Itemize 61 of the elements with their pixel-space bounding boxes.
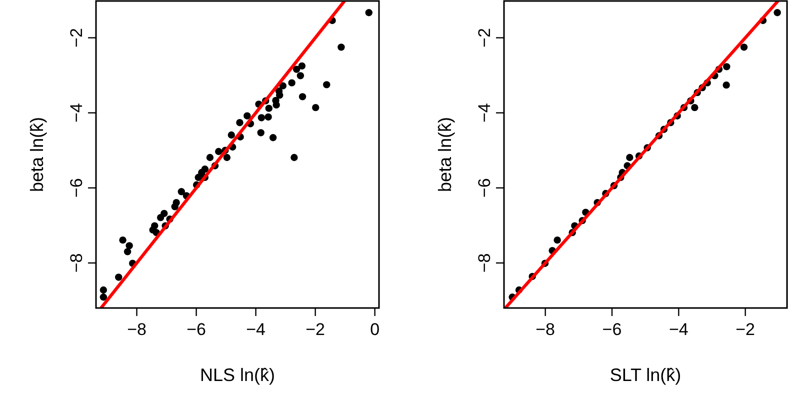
point bbox=[296, 72, 304, 80]
point bbox=[257, 129, 264, 136]
point bbox=[365, 9, 372, 16]
point bbox=[215, 148, 222, 156]
point bbox=[288, 79, 296, 86]
point bbox=[272, 101, 280, 109]
point bbox=[171, 203, 178, 210]
x-tick-label: −8 bbox=[536, 320, 556, 339]
point bbox=[312, 104, 320, 112]
y-axis-title: beta ln(k̂) bbox=[435, 116, 455, 192]
point bbox=[258, 114, 266, 122]
point bbox=[298, 62, 306, 70]
point bbox=[223, 154, 231, 162]
point bbox=[119, 236, 126, 244]
x-tick-label: −4 bbox=[246, 320, 266, 339]
point bbox=[206, 154, 214, 162]
point bbox=[244, 112, 251, 120]
point bbox=[156, 214, 164, 222]
point bbox=[290, 154, 298, 162]
point bbox=[276, 92, 284, 99]
point bbox=[264, 113, 272, 121]
y-tick-label: −8 bbox=[475, 253, 494, 273]
point bbox=[323, 81, 330, 88]
point bbox=[298, 93, 306, 100]
point bbox=[338, 44, 345, 51]
point bbox=[126, 242, 133, 250]
point bbox=[100, 294, 108, 301]
y-axis-title: beta ln(k̂) bbox=[27, 116, 47, 192]
point bbox=[228, 131, 235, 139]
y-tick-label: −4 bbox=[67, 103, 86, 123]
point bbox=[722, 81, 730, 89]
x-tick-label: −8 bbox=[127, 320, 146, 339]
x-tick-label: 0 bbox=[370, 320, 380, 339]
point bbox=[554, 236, 561, 244]
point bbox=[691, 104, 698, 112]
x-tick-label: −4 bbox=[668, 320, 688, 339]
x-axis-title: NLS ln(k̂) bbox=[200, 365, 276, 385]
x-tick-label: −6 bbox=[186, 320, 206, 339]
point bbox=[265, 104, 272, 112]
x-axis-title: SLT ln(k̂) bbox=[610, 365, 682, 385]
point bbox=[194, 174, 202, 181]
y-tick-label: −6 bbox=[475, 178, 494, 198]
point bbox=[292, 66, 300, 73]
y-tick-label: −6 bbox=[67, 178, 86, 198]
y-tick-label: −2 bbox=[67, 28, 86, 48]
point bbox=[723, 63, 730, 70]
point bbox=[178, 188, 186, 196]
point bbox=[740, 44, 748, 51]
point bbox=[236, 119, 244, 126]
point bbox=[100, 286, 108, 294]
y-tick-label: −8 bbox=[67, 253, 86, 273]
x-tick-label: −6 bbox=[602, 320, 622, 339]
point bbox=[626, 154, 634, 162]
point bbox=[269, 134, 277, 142]
point bbox=[124, 248, 132, 256]
y-tick-label: −2 bbox=[475, 28, 494, 48]
x-tick-label: −2 bbox=[306, 320, 326, 339]
y-tick-label: −4 bbox=[475, 103, 494, 123]
x-tick-label: −2 bbox=[736, 320, 756, 339]
point bbox=[115, 274, 122, 281]
point bbox=[774, 9, 781, 16]
